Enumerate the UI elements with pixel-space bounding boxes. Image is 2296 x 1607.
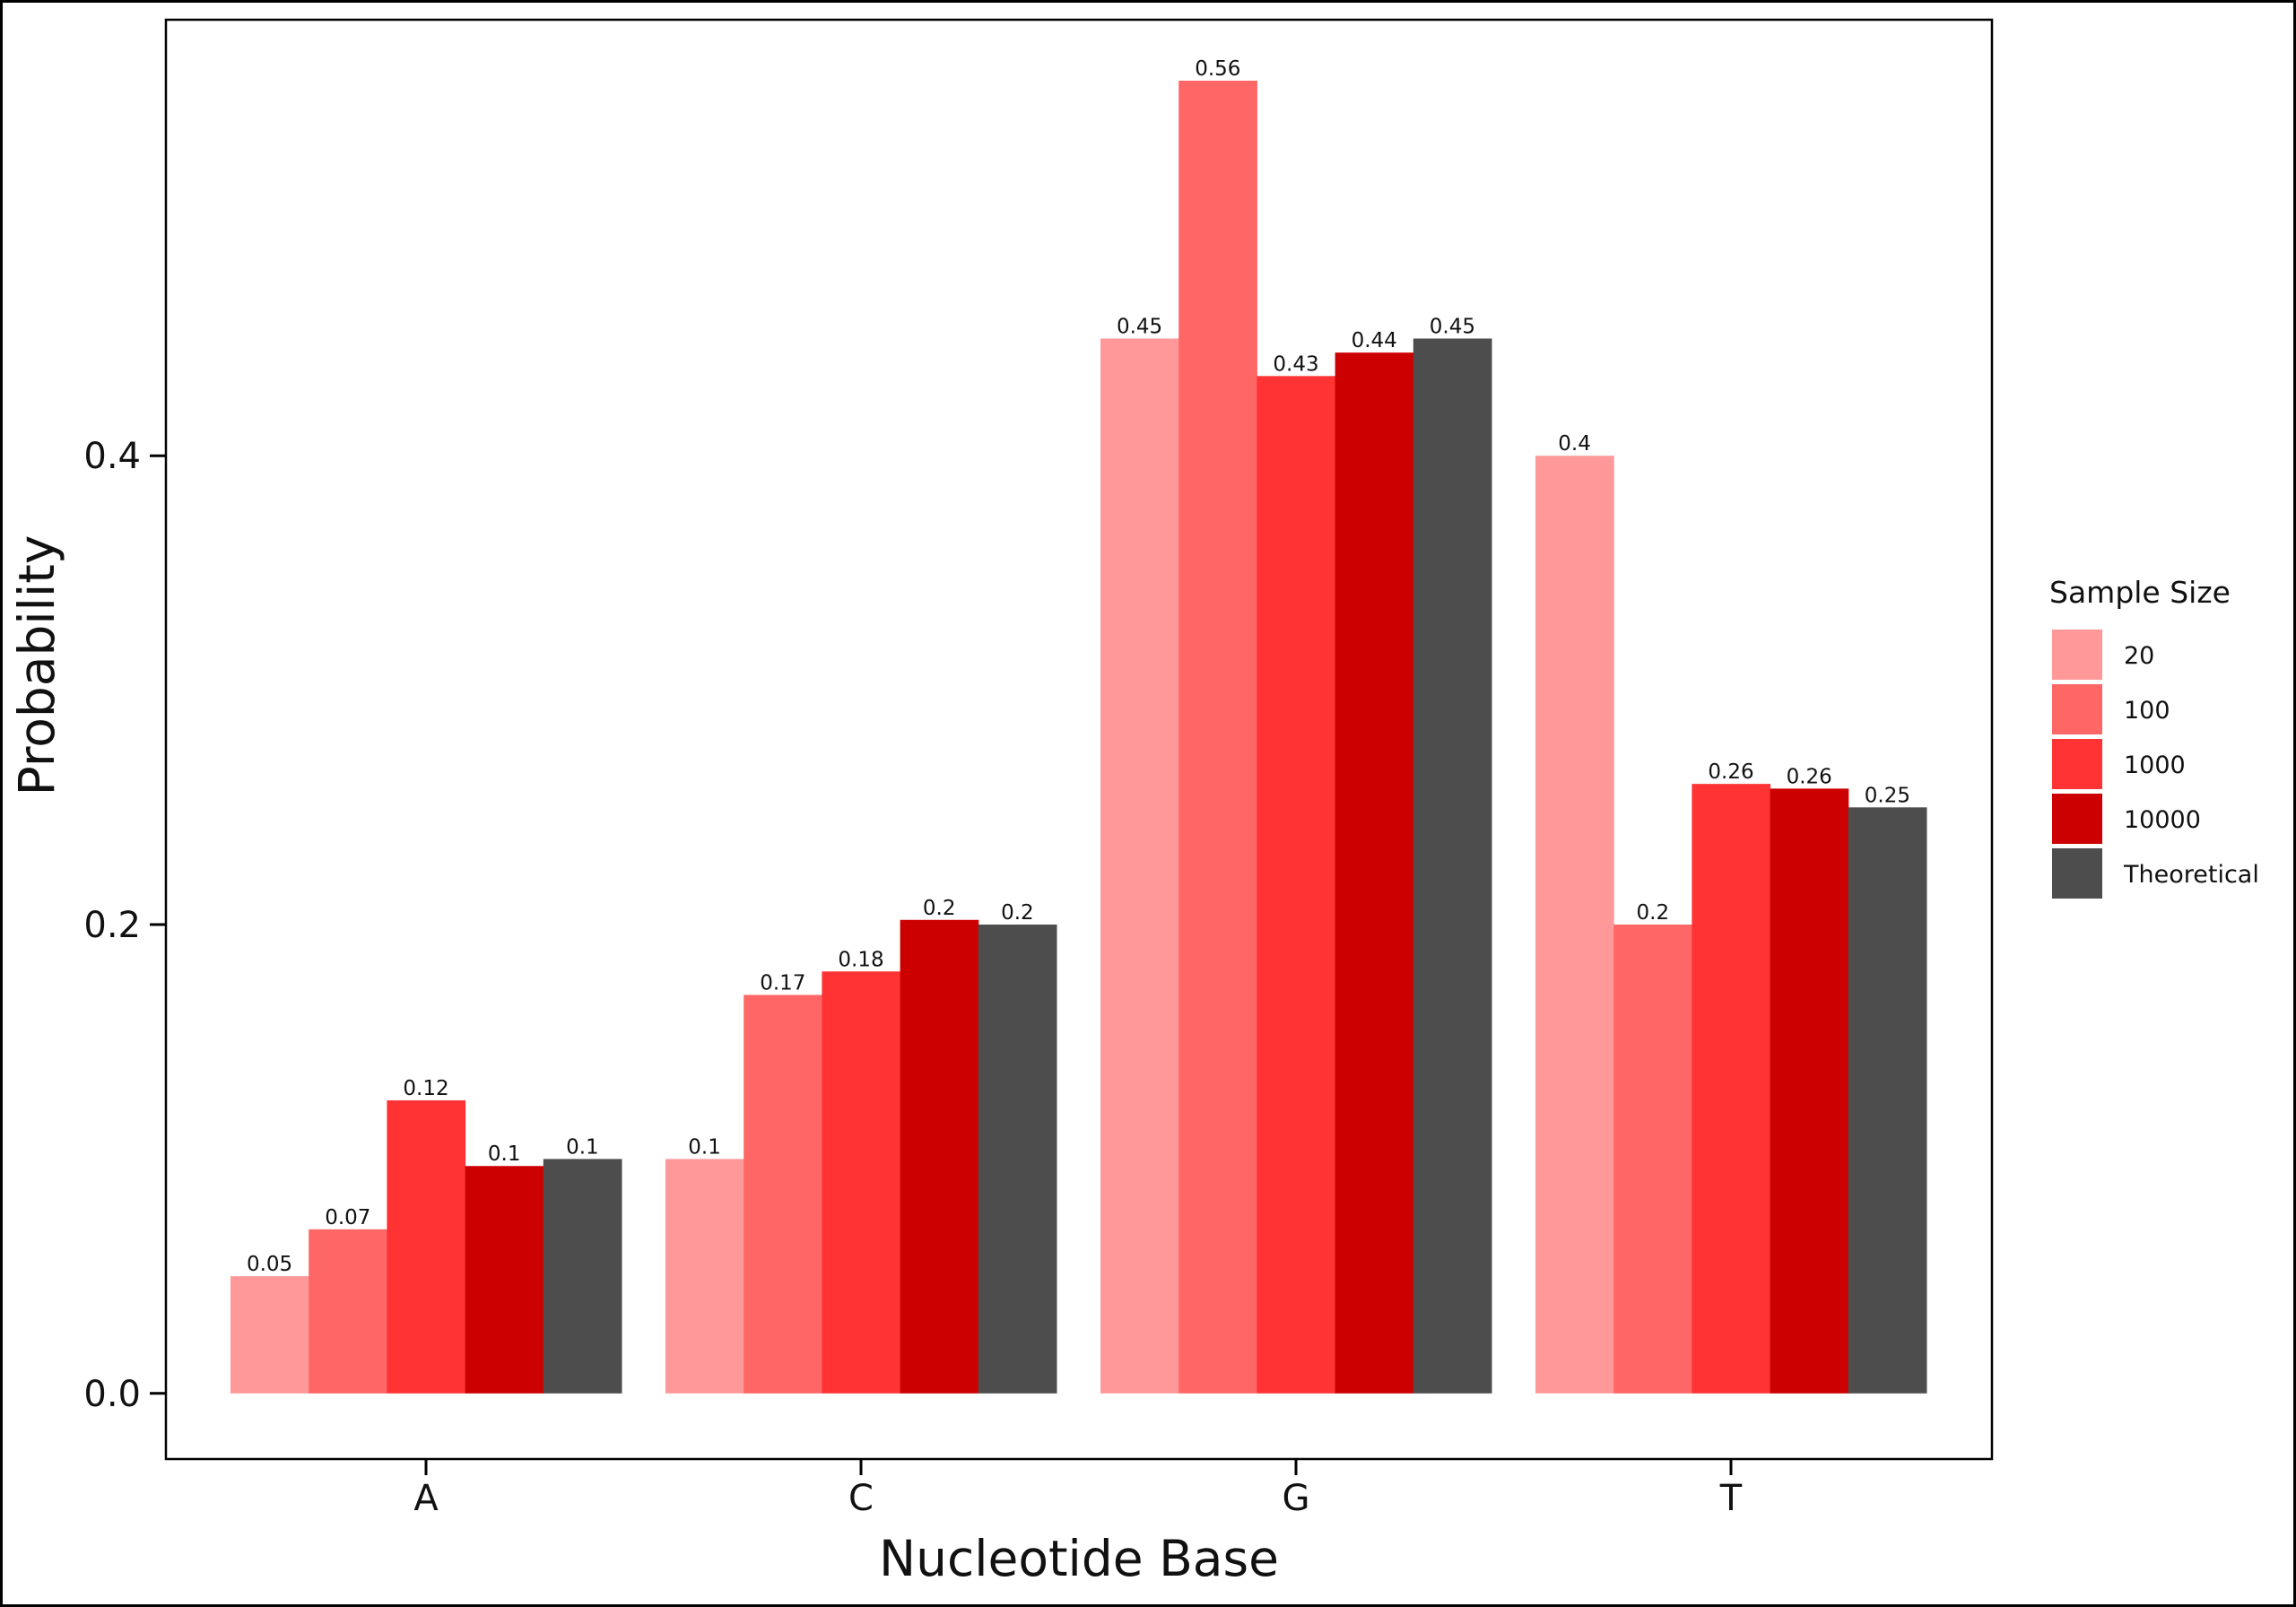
bar bbox=[822, 971, 901, 1394]
legend-key bbox=[2052, 848, 2102, 899]
bar bbox=[387, 1100, 466, 1394]
bar-value-label: 0.4 bbox=[1558, 432, 1591, 456]
legend: Sample Size 20 100 1000 10000 Theoretical bbox=[2049, 575, 2259, 899]
bar-value-label: 0.45 bbox=[1117, 316, 1162, 339]
bar bbox=[665, 1159, 744, 1394]
legend-key bbox=[2052, 684, 2102, 734]
bar-value-label: 0.05 bbox=[247, 1253, 292, 1276]
bar-value-label: 0.43 bbox=[1273, 352, 1318, 376]
bar bbox=[230, 1276, 309, 1394]
legend-label: 20 bbox=[2124, 642, 2154, 670]
bars-layer bbox=[230, 80, 1927, 1394]
bar-value-label: 0.2 bbox=[923, 897, 956, 920]
bar-value-label: 0.17 bbox=[760, 971, 805, 995]
bar bbox=[1613, 925, 1692, 1394]
legend-title: Sample Size bbox=[2049, 575, 2231, 610]
y-tick-label: 0.4 bbox=[83, 436, 141, 477]
bar bbox=[1413, 338, 1492, 1394]
bar bbox=[978, 925, 1057, 1394]
bar bbox=[1335, 352, 1414, 1394]
legend-key bbox=[2052, 739, 2102, 789]
legend-key bbox=[2052, 630, 2102, 680]
bar bbox=[1535, 456, 1614, 1394]
bar bbox=[1848, 807, 1927, 1394]
bar bbox=[1257, 376, 1336, 1394]
bar-value-label: 0.26 bbox=[1708, 760, 1753, 784]
x-tick-label: C bbox=[848, 1478, 874, 1519]
x-tick-label: G bbox=[1283, 1478, 1310, 1519]
bar-value-label: 0.56 bbox=[1195, 57, 1240, 81]
bar-value-label: 0.1 bbox=[488, 1142, 521, 1166]
bar-value-label: 0.1 bbox=[566, 1135, 599, 1159]
bar bbox=[744, 995, 822, 1394]
legend-key bbox=[2052, 794, 2102, 844]
bar bbox=[900, 919, 979, 1394]
bar-value-label: 0.2 bbox=[1637, 901, 1670, 925]
bar-value-label: 0.26 bbox=[1787, 765, 1832, 788]
bar bbox=[543, 1159, 622, 1394]
x-tick-label: A bbox=[413, 1478, 439, 1519]
bar-value-label: 0.1 bbox=[688, 1135, 721, 1159]
bar bbox=[309, 1229, 387, 1394]
x-axis-title: Nucleotide Base bbox=[879, 1530, 1279, 1587]
y-tick-label: 0.0 bbox=[83, 1374, 141, 1415]
bar bbox=[1178, 80, 1257, 1394]
bar-value-label: 0.12 bbox=[403, 1077, 448, 1100]
legend-label: 10000 bbox=[2124, 806, 2201, 834]
legend-items: 20 100 1000 10000 Theoretical bbox=[2052, 630, 2259, 899]
bar-value-label: 0.44 bbox=[1352, 329, 1397, 352]
bar bbox=[1692, 784, 1771, 1394]
bar-value-label: 0.2 bbox=[1001, 901, 1034, 925]
bar bbox=[465, 1166, 544, 1394]
bar-value-label: 0.45 bbox=[1430, 316, 1475, 339]
bar-value-label: 0.18 bbox=[838, 948, 883, 971]
legend-label: Theoretical bbox=[2123, 861, 2259, 889]
x-tick-label: T bbox=[1719, 1478, 1743, 1519]
bar-value-label: 0.07 bbox=[325, 1206, 370, 1229]
data-labels-layer: 0.05 0.07 0.12 0.1 0.1 0.1 0.17 0.18 0.2 0.2 0.45 0… bbox=[247, 57, 1910, 1276]
y-axis: 0.0 0.2 0.4 bbox=[83, 436, 166, 1415]
y-axis-title: Probability bbox=[8, 535, 65, 796]
legend-label: 1000 bbox=[2124, 751, 2186, 779]
legend-label: 100 bbox=[2124, 697, 2170, 725]
bar bbox=[1770, 788, 1849, 1394]
y-tick-label: 0.2 bbox=[83, 905, 141, 946]
bar bbox=[1100, 338, 1179, 1394]
bar-value-label: 0.25 bbox=[1865, 784, 1910, 807]
